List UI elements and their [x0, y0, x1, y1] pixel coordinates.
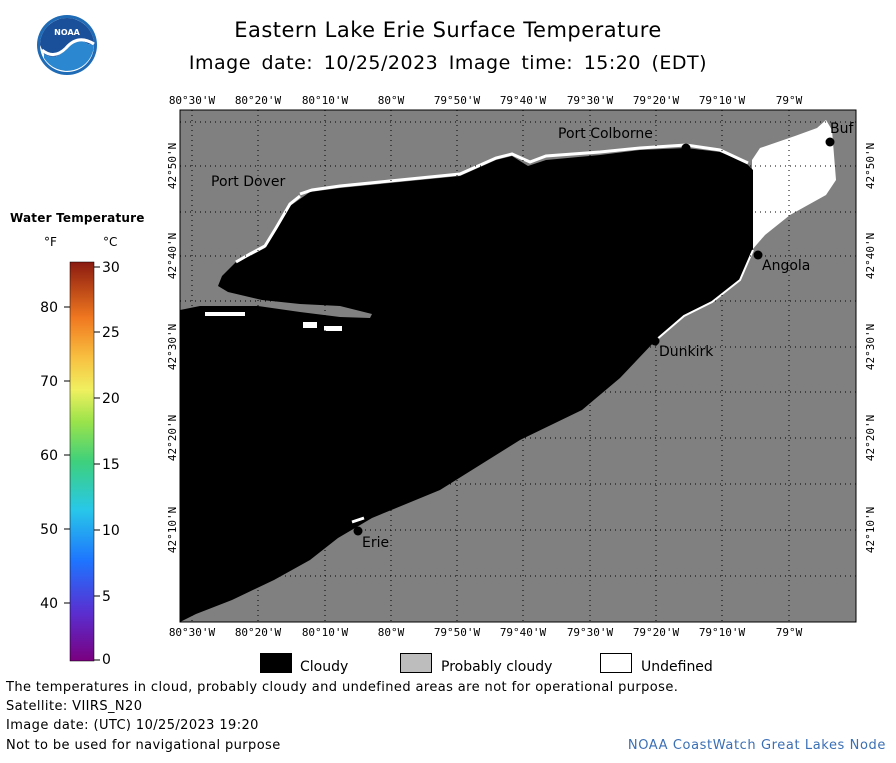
- top-lon-label: 80°20'W: [235, 94, 282, 107]
- right-lat-label: 42°30'N: [864, 324, 877, 370]
- city-dot-angola: [753, 250, 763, 260]
- lake-erie-map: 80°30'W 80°20'W 80°10'W 80°W 79°50'W 79°…: [40, 94, 877, 668]
- bottom-lon-label: 79°40'W: [500, 626, 547, 639]
- top-lon-label: 80°30'W: [169, 94, 216, 107]
- c-tick-label: 5: [102, 589, 111, 605]
- bottom-lon-label: 79°W: [776, 626, 803, 639]
- noaa-logo-icon: NOAA: [37, 15, 97, 75]
- image-date-time: Image date: 10/25/2023 Image time: 15:20…: [188, 52, 708, 74]
- city-dot-erie: [353, 526, 363, 536]
- bottom-lon-label: 80°W: [378, 626, 405, 639]
- probably-cloudy-swatch: [400, 653, 432, 673]
- f-tick-label: 70: [40, 374, 58, 390]
- c-tick-label: 25: [102, 325, 120, 341]
- city-label-port-colborne: Port Colborne: [558, 126, 653, 142]
- top-lon-label: 79°30'W: [567, 94, 614, 107]
- bottom-lon-label: 80°20'W: [235, 626, 282, 639]
- right-lat-labels: 42°50'N 42°40'N 42°30'N 42°20'N 42°10'N: [864, 143, 877, 553]
- bottom-lon-label: 80°10'W: [302, 626, 349, 639]
- top-lon-label: 79°W: [776, 94, 803, 107]
- fahrenheit-ticks: 80 70 60 50 40: [40, 300, 70, 612]
- city-dot-port-colborne: [681, 143, 691, 153]
- temperature-color-bar: [69, 261, 95, 662]
- c-tick-label: 0: [102, 652, 111, 668]
- satellite-note: Satellite: VIIRS_N20: [6, 699, 143, 714]
- lat-lon-grid: [180, 110, 856, 622]
- map-frame: [179, 109, 857, 623]
- city-dot-buffalo: [825, 137, 835, 147]
- map-title: Eastern Lake Erie Surface Temperature: [234, 18, 662, 42]
- celsius-ticks: 30 25 20 15 10 5 0: [94, 260, 120, 668]
- shoal-white: [303, 322, 317, 328]
- bottom-lon-label: 79°50'W: [434, 626, 481, 639]
- disclaimer-note: The temperatures in cloud, probably clou…: [6, 680, 679, 695]
- undefined-area: [752, 120, 836, 250]
- right-lat-label: 42°20'N: [864, 415, 877, 461]
- c-tick-label: 15: [102, 457, 120, 473]
- city-label-buffalo: Buf: [830, 121, 854, 137]
- city-dot-port-dover: [306, 192, 316, 202]
- legend-title: Water Temperature: [10, 211, 145, 225]
- undefined-label: Undefined: [641, 659, 713, 675]
- navigation-note: Not to be used for navigational purpose: [6, 738, 281, 753]
- erie-edge: [351, 516, 365, 524]
- top-lon-label: 79°40'W: [500, 94, 547, 107]
- cloudy-label: Cloudy: [300, 659, 349, 675]
- right-lat-label: 42°40'N: [864, 233, 877, 279]
- unit-celsius: °C: [103, 235, 118, 249]
- f-tick-label: 80: [40, 300, 58, 316]
- left-lat-label: 42°30'N: [166, 324, 179, 370]
- left-lat-label: 42°10'N: [166, 507, 179, 553]
- city-label-dunkirk: Dunkirk: [659, 344, 714, 360]
- top-lon-label: 79°50'W: [434, 94, 481, 107]
- cloudy-swatch: [260, 653, 292, 673]
- port-dover-shore-edge: [235, 194, 301, 264]
- credit-text: NOAA CoastWatch Great Lakes Node: [627, 738, 886, 753]
- c-tick-label: 10: [102, 523, 120, 539]
- unit-fahrenheit: °F: [44, 235, 57, 249]
- left-lat-label: 42°40'N: [166, 233, 179, 279]
- city-markers: Port Colborne Buf Port Dover Angola Dunk…: [211, 121, 854, 551]
- left-lat-label: 42°20'N: [166, 415, 179, 461]
- bottom-lon-label: 79°30'W: [567, 626, 614, 639]
- bottom-lon-label: 79°10'W: [699, 626, 746, 639]
- bottom-lon-labels: 80°30'W 80°20'W 80°10'W 80°W 79°50'W 79°…: [169, 626, 803, 639]
- top-lon-label: 80°10'W: [302, 94, 349, 107]
- right-lat-label: 42°50'N: [864, 143, 877, 189]
- city-label-angola: Angola: [762, 258, 810, 274]
- top-lon-labels: 80°30'W 80°20'W 80°10'W 80°W 79°50'W 79°…: [169, 94, 803, 107]
- cloudy-area: [180, 148, 753, 622]
- point-white: [205, 312, 245, 316]
- top-lon-label: 79°10'W: [699, 94, 746, 107]
- f-tick-label: 60: [40, 448, 58, 464]
- right-lat-label: 42°10'N: [864, 507, 877, 553]
- left-lat-label: 42°50'N: [166, 143, 179, 189]
- city-dot-dunkirk: [650, 336, 660, 346]
- bottom-lon-label: 80°30'W: [169, 626, 216, 639]
- utc-date-note: Image date: (UTC) 10/25/2023 19:20: [6, 718, 259, 733]
- c-tick-label: 30: [102, 260, 120, 276]
- city-label-port-dover: Port Dover: [211, 174, 285, 190]
- south-shore-edge: [655, 249, 754, 341]
- f-tick-label: 50: [40, 522, 58, 538]
- north-shore-edge: [299, 143, 749, 196]
- bottom-lon-label: 79°20'W: [633, 626, 680, 639]
- f-tick-label: 40: [40, 596, 58, 612]
- city-label-erie: Erie: [362, 535, 389, 551]
- undefined-swatch: [600, 653, 632, 673]
- probably-cloudy-label: Probably cloudy: [441, 659, 553, 675]
- top-lon-label: 79°20'W: [633, 94, 680, 107]
- left-lat-labels: 42°50'N 42°40'N 42°30'N 42°20'N 42°10'N: [166, 143, 179, 553]
- shoal-white-2: [324, 326, 342, 331]
- top-lon-label: 80°W: [378, 94, 405, 107]
- c-tick-label: 20: [102, 391, 120, 407]
- logo-text: NOAA: [54, 28, 80, 37]
